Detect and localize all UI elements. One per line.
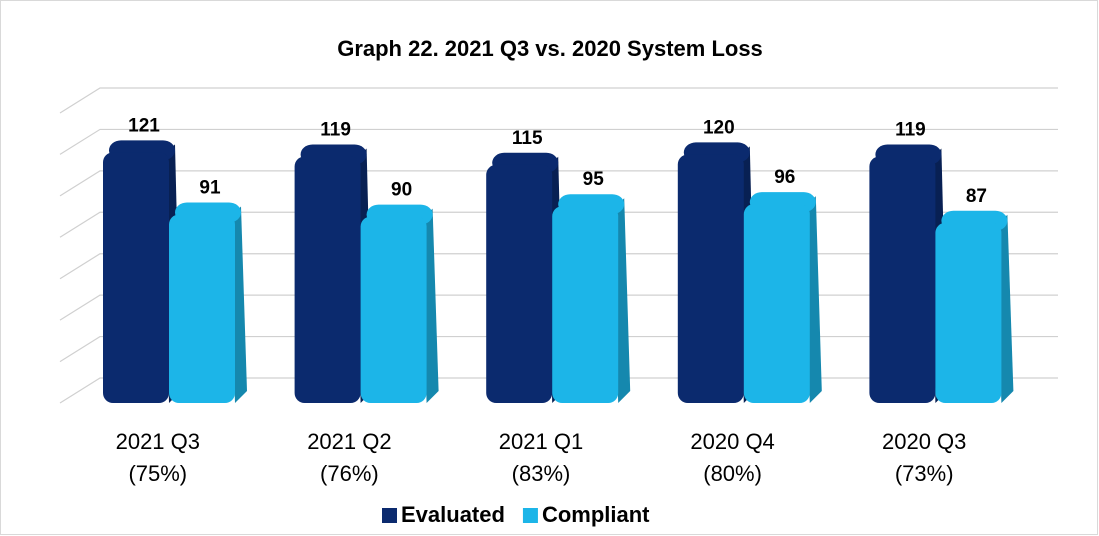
- legend-swatch: [382, 508, 397, 523]
- x-tick-label: (73%): [895, 461, 954, 486]
- x-tick-label: 2020 Q3: [882, 429, 966, 454]
- chart-title: Graph 22. 2021 Q3 vs. 2020 System Loss: [337, 36, 763, 61]
- data-label: 87: [966, 186, 987, 207]
- data-label: 119: [320, 120, 351, 141]
- bar: [552, 194, 631, 403]
- bar-front: [294, 156, 361, 403]
- legend-label: Evaluated: [401, 502, 505, 527]
- bar-front: [935, 222, 1002, 403]
- bar: [743, 192, 822, 403]
- bar: [935, 210, 1014, 403]
- x-tick-label: (76%): [320, 461, 379, 486]
- legend-label: Compliant: [542, 502, 650, 527]
- x-tick-label: 2021 Q2: [307, 429, 391, 454]
- data-label: 115: [512, 128, 543, 149]
- data-label: 95: [583, 169, 605, 190]
- bar-front: [486, 164, 553, 403]
- grid-line: [59, 128, 1058, 155]
- x-tick-label: (83%): [512, 461, 571, 486]
- legend-swatch: [522, 508, 538, 523]
- bar-front: [360, 216, 427, 403]
- bar-front: [169, 214, 235, 403]
- bar-front: [103, 152, 169, 403]
- data-label: 91: [199, 178, 221, 199]
- bar-front: [869, 156, 936, 403]
- data-label: 121: [128, 115, 160, 136]
- bar-front: [677, 154, 744, 403]
- x-tick-label: 2020 Q4: [690, 429, 774, 454]
- bar-front: [552, 206, 619, 403]
- x-tick-label: (75%): [128, 461, 187, 486]
- bar-front: [743, 204, 810, 403]
- data-label: 96: [774, 167, 795, 188]
- bar: [169, 202, 247, 403]
- data-label: 90: [391, 180, 412, 201]
- grid-line: [59, 87, 1058, 114]
- x-tick-label: (80%): [703, 461, 762, 486]
- x-tick-label: 2021 Q1: [499, 429, 583, 454]
- data-label: 119: [895, 120, 926, 141]
- x-tick-label: 2021 Q3: [116, 429, 200, 454]
- data-label: 120: [703, 117, 735, 138]
- bar: [360, 204, 439, 403]
